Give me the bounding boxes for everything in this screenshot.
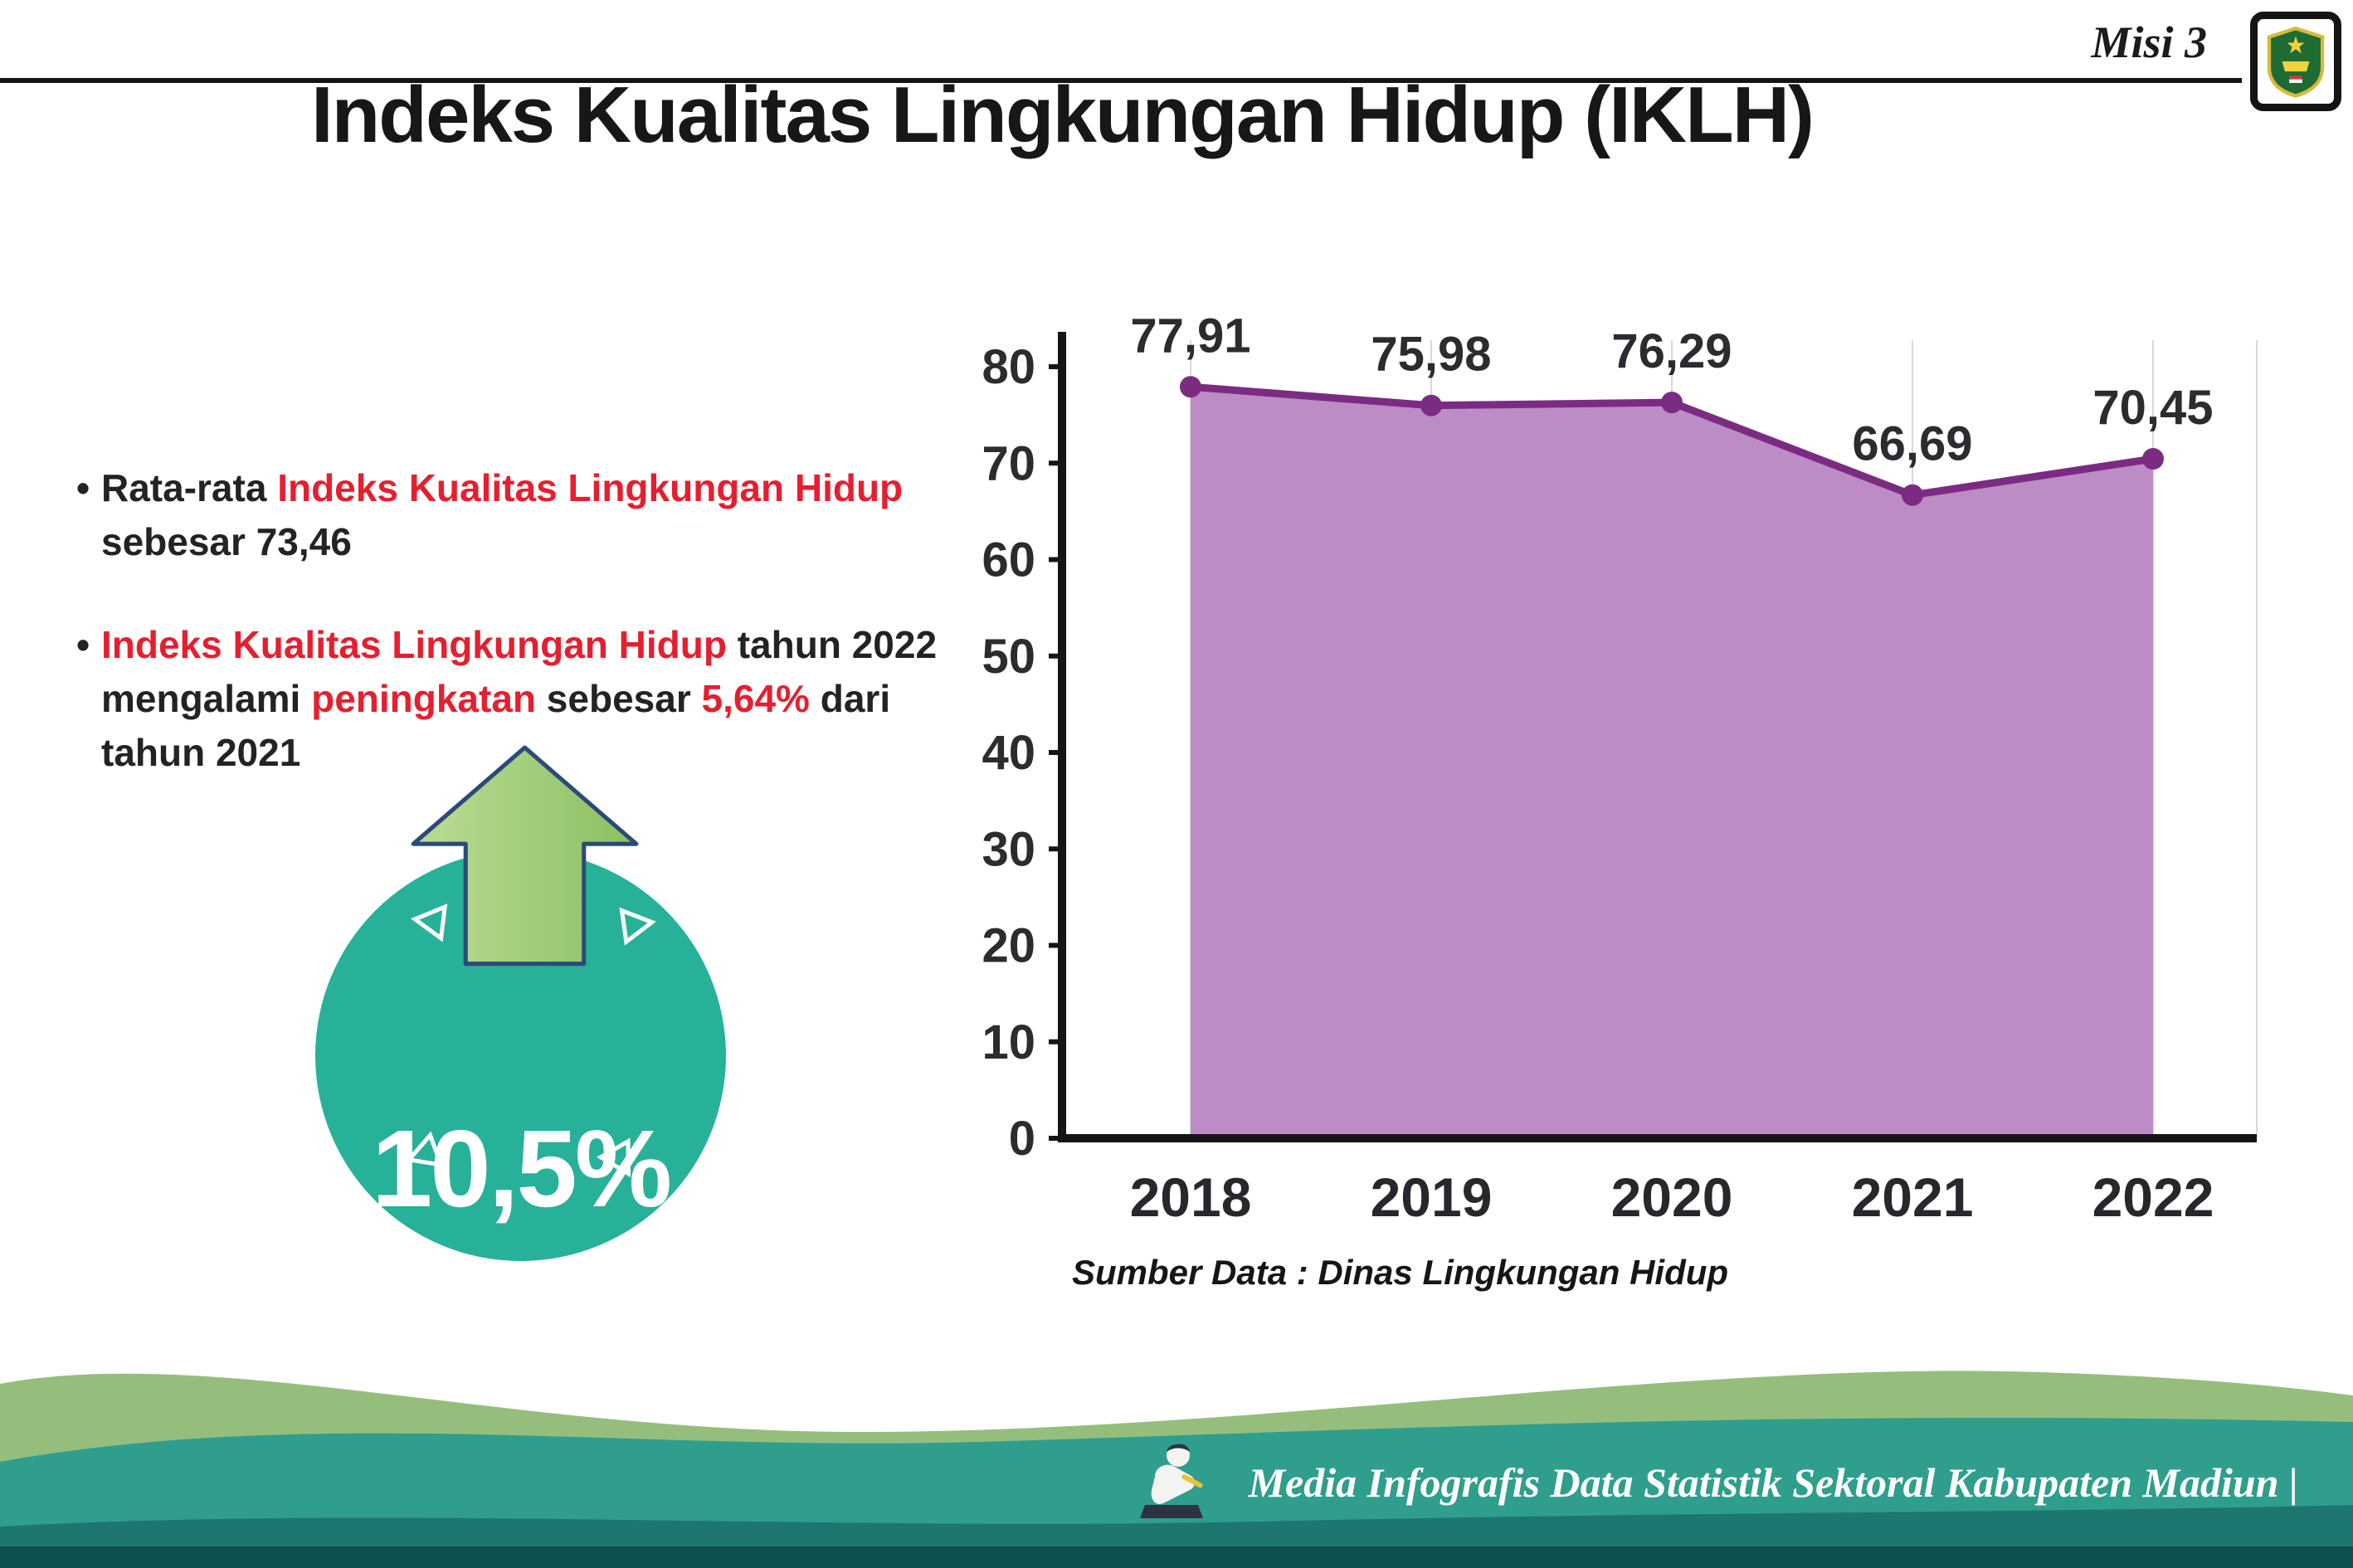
- chart-x-label: 2021: [1852, 1166, 1974, 1228]
- bullet-marker: •: [76, 622, 90, 666]
- bullet-marker: •: [76, 466, 90, 509]
- chart-y-tick-label: 20: [982, 919, 1035, 973]
- chart-x-label: 2019: [1371, 1166, 1493, 1228]
- bullet-text-highlight: peningkatan: [311, 676, 537, 720]
- iklh-chart: 0 10 20 30 40 50 60 70 80 77,91 75,98 76,29 66,69 70,…: [979, 292, 2273, 1296]
- increase-badge: 10,5%: [315, 743, 730, 1267]
- shield-icon: [2267, 26, 2325, 98]
- bullet-text-highlight: 5,64%: [701, 676, 810, 720]
- mascot-icon: [1140, 1444, 1203, 1518]
- chart-y-tick-label: 40: [982, 726, 1035, 780]
- bullet-text: sebesar: [536, 676, 702, 720]
- iklh-area-chart: 0 10 20 30 40 50 60 70 80 77,91 75,98 76,29 66,69 70,…: [982, 309, 2258, 1228]
- chart-y-tick-label: 0: [1009, 1112, 1035, 1166]
- chart-x-label: 2018: [1130, 1166, 1252, 1228]
- chart-point: [1420, 394, 1442, 416]
- chart-area: [1191, 387, 2153, 1138]
- chart-x-label: 2022: [2092, 1166, 2214, 1228]
- up-arrow-icon: [411, 745, 639, 967]
- chart-point-label: 66,69: [1852, 417, 1972, 471]
- chart-y-tick-label: 10: [982, 1015, 1035, 1069]
- chart-point-label: 77,91: [1130, 309, 1250, 363]
- chart-x-label: 2020: [1611, 1166, 1733, 1228]
- bullet-average-iklh: • Rata-rata Indeks Kualitas Lingkungan Hi…: [76, 461, 943, 570]
- bullet-text-highlight: Indeks Kualitas Lingkungan Hidup: [277, 466, 904, 509]
- chart-point: [1180, 376, 1201, 398]
- footer-credit: Media Infografis Data Statistik Sektoral…: [1248, 1459, 2298, 1506]
- chart-y-tick-label: 80: [982, 340, 1035, 394]
- chart-y-tick-label: 70: [982, 436, 1035, 490]
- chart-y-tick-label: 60: [982, 533, 1035, 587]
- bullet-text: dari tahun 2021: [101, 676, 891, 775]
- badge-percentage: 10,5%: [371, 1108, 672, 1230]
- chart-y-tick-label: 50: [982, 630, 1035, 684]
- chart-point: [1661, 392, 1683, 414]
- chart-point: [2142, 448, 2164, 470]
- chart-point-label: 75,98: [1371, 328, 1491, 382]
- chart-y-tick-label: 30: [982, 822, 1035, 876]
- bullet-iklh-increase: • Indeks Kualitas Lingkungan Hidup tahun …: [76, 618, 943, 781]
- misi-label: Misi 3: [2091, 17, 2207, 67]
- key-points: • Rata-rata Indeks Kualitas Lingkungan Hi…: [76, 461, 943, 781]
- chart-point: [1902, 484, 1923, 506]
- bullet-text: Rata-rata: [101, 466, 278, 509]
- header-divider: [0, 78, 2242, 83]
- chart-point-label: 70,45: [2092, 381, 2213, 435]
- badge-triangle-marks: [405, 903, 656, 1178]
- bullet-text: sebesar 73,46: [101, 520, 352, 564]
- page-title: Indeks Kualitas Lingkungan Hidup (IKLH): [310, 71, 1815, 159]
- kabupaten-madiun-logo: [2250, 12, 2341, 111]
- bullet-text-highlight: Indeks Kualitas Lingkungan Hidup: [101, 622, 727, 666]
- bullet-text: tahun 2022 mengalami: [101, 622, 938, 720]
- chart-point-label: 76,29: [1611, 324, 1732, 378]
- chart-source-note: Sumber Data : Dinas Lingkungan Hidup: [1072, 1253, 1729, 1292]
